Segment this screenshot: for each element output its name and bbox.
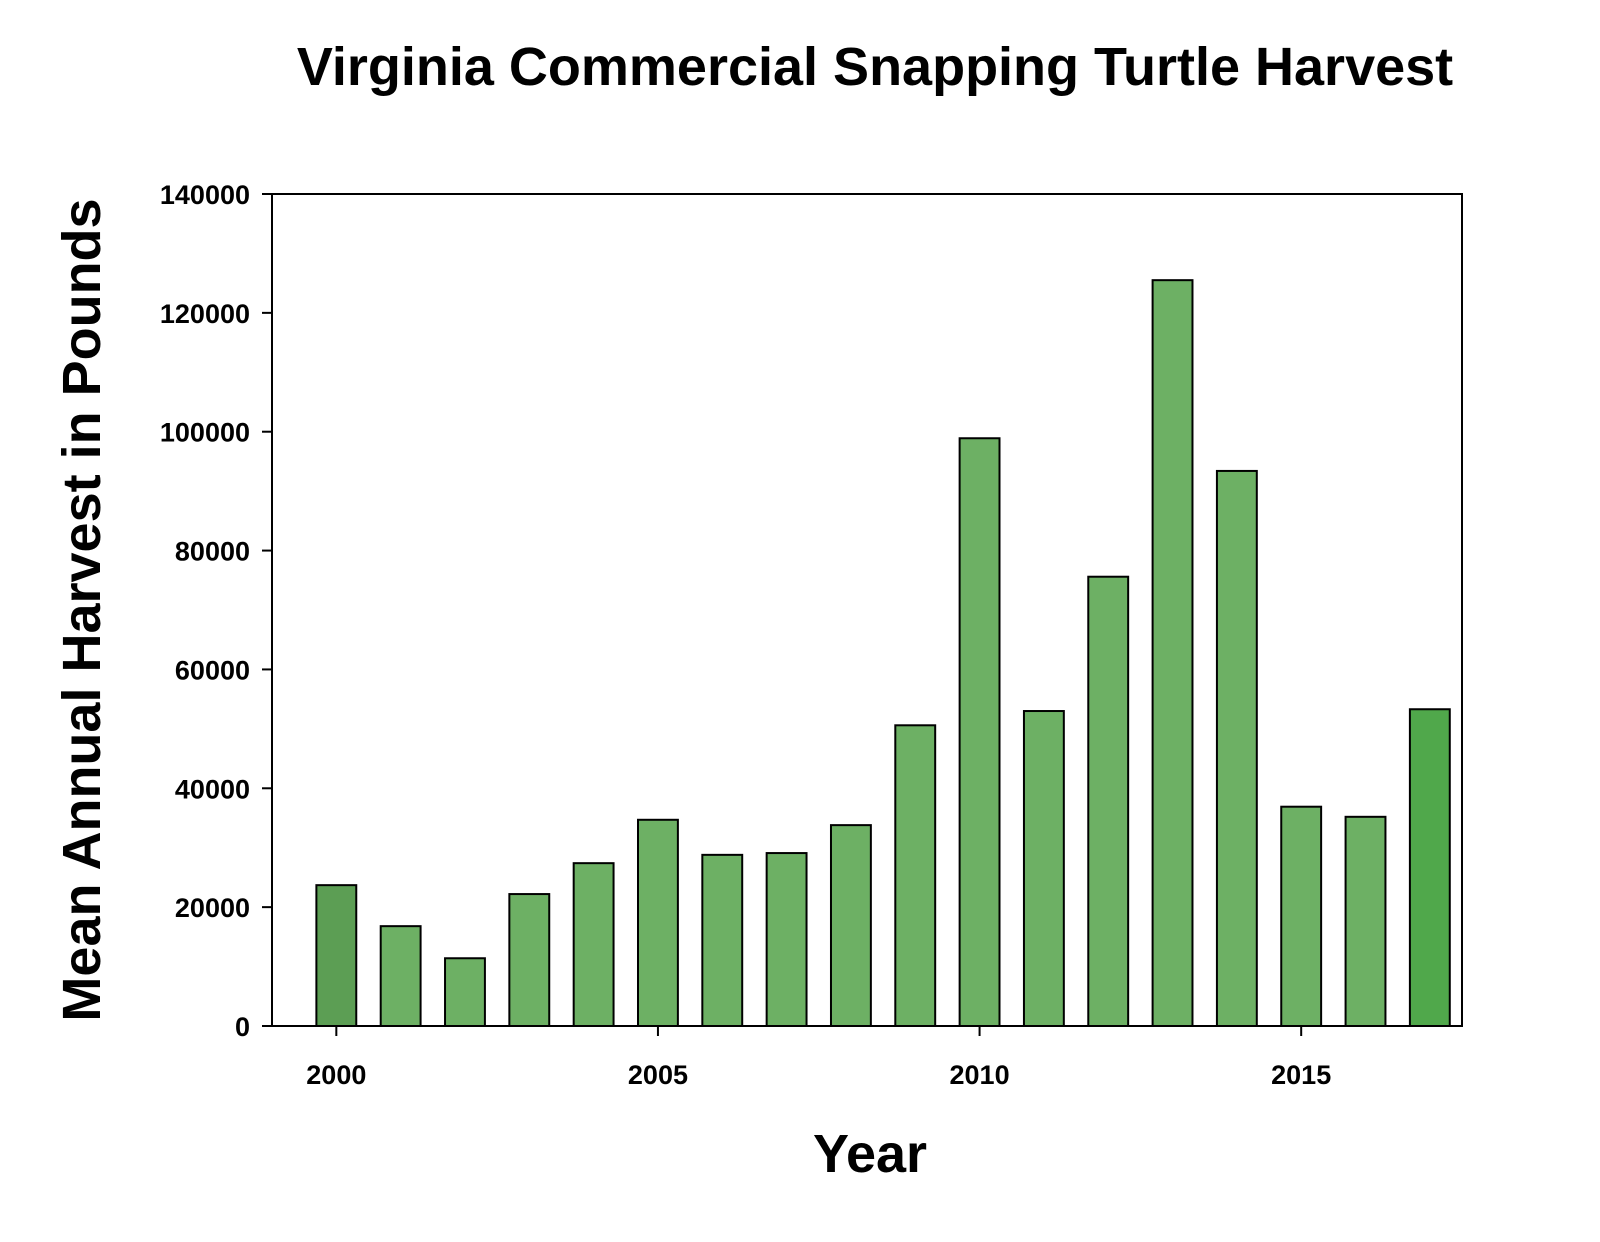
bar bbox=[765, 852, 808, 1028]
bar bbox=[444, 957, 486, 1027]
bar bbox=[379, 925, 422, 1027]
x-tick-label: 2010 bbox=[950, 1060, 1010, 1090]
y-tick-label: 40000 bbox=[175, 774, 250, 804]
y-tick-label: 100000 bbox=[160, 418, 250, 448]
bar bbox=[508, 893, 551, 1027]
bar bbox=[894, 724, 937, 1027]
y-tick-label: 80000 bbox=[175, 537, 250, 567]
chart-title: Virginia Commercial Snapping Turtle Harv… bbox=[297, 37, 1453, 97]
bar bbox=[958, 437, 1001, 1028]
bar bbox=[1022, 710, 1065, 1027]
y-tick-label: 0 bbox=[235, 1012, 250, 1042]
y-tick-label: 60000 bbox=[175, 655, 250, 685]
x-tick-label: 2015 bbox=[1271, 1060, 1331, 1090]
bar bbox=[1280, 805, 1323, 1027]
y-tick-label: 120000 bbox=[160, 299, 250, 329]
x-tick-label: 2005 bbox=[628, 1060, 688, 1090]
bar bbox=[1344, 815, 1387, 1027]
bar bbox=[701, 853, 744, 1027]
bar bbox=[1087, 575, 1130, 1027]
bar bbox=[1151, 279, 1194, 1027]
bar bbox=[572, 862, 615, 1027]
y-tick-label: 20000 bbox=[175, 893, 250, 923]
y-tick-label: 140000 bbox=[160, 180, 250, 210]
bar bbox=[829, 824, 872, 1027]
bar bbox=[637, 818, 679, 1027]
bar bbox=[1408, 708, 1451, 1027]
x-axis-label: Year bbox=[813, 1124, 927, 1184]
bar bbox=[1215, 469, 1258, 1027]
y-axis-label: Mean Annual Harvest in Pounds bbox=[52, 198, 112, 1021]
x-tick-label: 2000 bbox=[306, 1060, 366, 1090]
bar bbox=[315, 884, 358, 1028]
